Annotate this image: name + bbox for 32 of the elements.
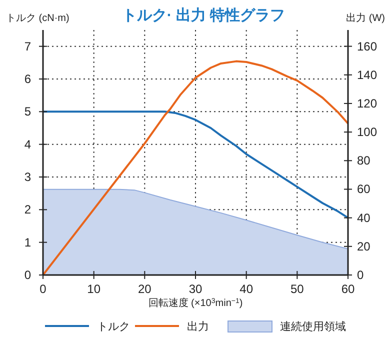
x-tick-label: 40 (240, 282, 254, 296)
y-tick-label: 4 (24, 137, 32, 152)
y2-tick-label: 60 (357, 182, 371, 196)
y-tick-label: 2 (24, 202, 32, 217)
y-tick-label: 1 (24, 235, 32, 250)
y2-tick-label: 0 (357, 268, 364, 282)
x-tick-label: 60 (341, 282, 355, 296)
y-tick-label: 5 (24, 104, 32, 119)
line-series (42, 110, 349, 219)
x-tick-label: 10 (87, 282, 101, 296)
x-tick-label: 30 (188, 282, 202, 296)
x-tick-label: 0 (40, 282, 47, 296)
x-tick-label: 20 (138, 282, 152, 296)
y-tick-label: 3 (24, 170, 32, 184)
chart-title: トルク· 出力 特性グラフ (122, 7, 286, 24)
x-axis-title: 回転速度 (×10$^{3}$min$^{−1}$) (148, 297, 243, 309)
y2-tick-label: 40 (357, 210, 371, 225)
y-tick-label: 0 (24, 268, 32, 282)
y-tick-label: 7 (24, 39, 32, 54)
y-tick-label: 6 (24, 72, 32, 86)
x-tick-label: 50 (290, 282, 304, 296)
y2-tick-label: 100 (357, 125, 378, 140)
y2-tick-label: 20 (357, 239, 371, 254)
legend-label: 連続使用領域 (280, 320, 346, 333)
y2-axis-title: 出力 (W) (346, 12, 385, 24)
legend-label: トルク (97, 321, 130, 333)
y2-tick-label: 80 (357, 154, 371, 168)
legend-label: 出力 (187, 320, 209, 333)
y-axis-title: トルク (cN·m) (6, 13, 70, 24)
y2-tick-label: 140 (357, 68, 378, 82)
y2-tick-label: 160 (357, 39, 378, 54)
y2-tick-label: 120 (357, 96, 378, 110)
